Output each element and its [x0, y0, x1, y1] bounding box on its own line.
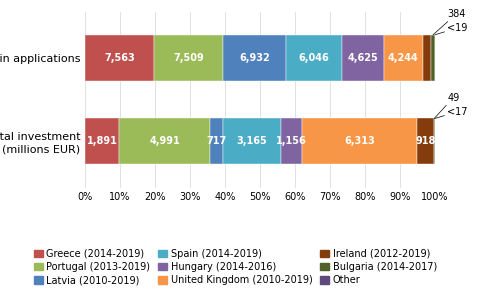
Text: <17: <17: [435, 107, 468, 118]
Bar: [417, 118, 434, 164]
Text: 7,563: 7,563: [104, 53, 135, 63]
Bar: [423, 35, 432, 81]
Bar: [223, 35, 286, 81]
Bar: [224, 118, 281, 164]
Legend: Greece (2014-2019), Portugal (2013-2019), Latvia (2010-2019), Spain (2014-2019),: Greece (2014-2019), Portugal (2013-2019)…: [34, 249, 437, 285]
Bar: [302, 118, 417, 164]
Bar: [281, 118, 302, 164]
Text: 717: 717: [206, 137, 227, 146]
Text: 918: 918: [416, 137, 436, 146]
Text: 7,509: 7,509: [173, 53, 204, 63]
Bar: [432, 35, 435, 81]
Text: 1,156: 1,156: [276, 137, 307, 146]
Text: 4,991: 4,991: [150, 137, 180, 146]
Text: 49: 49: [434, 93, 460, 118]
Bar: [120, 118, 210, 164]
Text: 384: 384: [433, 9, 466, 35]
Text: 4,625: 4,625: [348, 53, 378, 63]
Bar: [85, 118, 119, 164]
Bar: [154, 35, 223, 81]
Text: 4,244: 4,244: [388, 53, 418, 63]
Text: 6,046: 6,046: [298, 53, 330, 63]
Bar: [85, 35, 154, 81]
Text: 3,165: 3,165: [237, 137, 268, 146]
Text: 1,891: 1,891: [87, 137, 118, 146]
Text: <19: <19: [435, 23, 468, 35]
Bar: [384, 35, 423, 81]
Bar: [210, 118, 224, 164]
Text: 6,313: 6,313: [344, 137, 375, 146]
Text: 6,932: 6,932: [239, 53, 270, 63]
Bar: [342, 35, 384, 81]
Bar: [286, 35, 342, 81]
